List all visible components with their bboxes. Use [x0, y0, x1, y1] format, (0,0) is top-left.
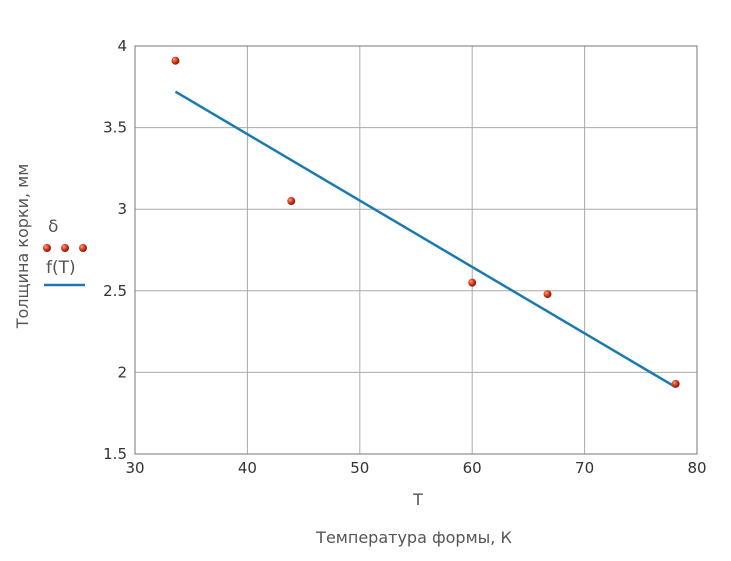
y-tick-label: 3.5 [103, 119, 127, 137]
x-axis-label: T [412, 490, 423, 509]
legend-point [43, 244, 51, 252]
y-tick-label: 1.5 [103, 445, 127, 463]
y-tick-label: 2 [117, 363, 127, 381]
x-axis-ticks: 30 40 50 60 70 80 [125, 459, 706, 477]
x-tick-label: 50 [350, 459, 369, 477]
y-axis-label: Толщина корки, мм [13, 164, 32, 330]
y-tick-label: 3 [117, 200, 127, 218]
x-tick-label: 40 [238, 459, 257, 477]
data-point [287, 197, 296, 206]
x-axis-caption: Температура формы, К [315, 528, 512, 547]
y-tick-label: 4 [117, 37, 127, 55]
plot-frame [134, 45, 698, 455]
legend-label-delta: δ [48, 217, 58, 237]
legend-label-fit: f(T) [46, 258, 76, 278]
y-tick-label: 2.5 [103, 282, 127, 300]
legend-marker-delta [43, 244, 87, 252]
data-point [543, 290, 552, 299]
grid [135, 46, 697, 454]
data-point [671, 379, 680, 388]
x-tick-label: 30 [125, 459, 144, 477]
series-delta [171, 56, 680, 388]
data-point [171, 56, 180, 65]
x-tick-label: 80 [687, 459, 706, 477]
legend-point [79, 244, 87, 252]
legend: δ f(T) [43, 217, 87, 287]
x-tick-label: 70 [575, 459, 594, 477]
fit-line [174, 90, 677, 389]
data-point [468, 278, 477, 287]
series-fit [174, 90, 677, 389]
y-axis-ticks: 1.5 2 2.5 3 3.5 4 [103, 37, 127, 463]
legend-point [61, 244, 69, 252]
x-tick-label: 60 [463, 459, 482, 477]
